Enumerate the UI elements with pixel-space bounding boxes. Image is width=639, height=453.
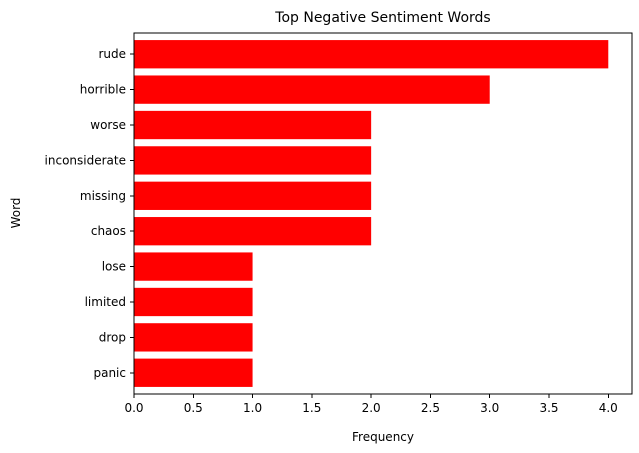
x-tick-label: 3.0 — [480, 401, 499, 415]
y-tick-label: lose — [102, 260, 126, 274]
x-tick-label: 1.5 — [302, 401, 321, 415]
bar-chaos — [134, 217, 372, 246]
bar-worse — [134, 110, 372, 140]
x-tick-label: 1.0 — [243, 401, 262, 415]
x-tick-label: 4.0 — [599, 401, 618, 415]
y-tick-label: horrible — [80, 83, 126, 97]
bar-missing — [134, 181, 372, 210]
plot-frame — [133, 32, 633, 395]
y-ticks-group: rude horrible worse inconsiderate missing cha… — [45, 47, 134, 380]
x-tick-label: 2.5 — [421, 401, 440, 415]
x-tick-label: 0.0 — [124, 401, 143, 415]
bar-panic — [134, 358, 253, 387]
y-tick-label: missing — [80, 189, 126, 203]
bar-drop — [134, 323, 253, 352]
bar-lose — [134, 252, 253, 281]
x-tick-label: 3.5 — [539, 401, 558, 415]
y-axis-label: Word — [9, 198, 23, 229]
y-tick-label: rude — [98, 47, 126, 61]
x-axis-label: Frequency — [352, 430, 414, 444]
bars-group — [134, 40, 609, 387]
y-tick-label: panic — [93, 366, 126, 380]
x-ticks-group: 0.0 0.5 1.0 1.5 2.0 2.5 3.0 3.5 4.0 — [124, 394, 618, 415]
y-tick-label: drop — [99, 330, 126, 344]
y-tick-label: inconsiderate — [45, 153, 126, 167]
bar-rude — [134, 40, 609, 69]
x-tick-label: 2.0 — [362, 401, 381, 415]
y-tick-label: worse — [90, 118, 126, 132]
bar-inconsiderate — [134, 146, 372, 175]
bar-limited — [134, 287, 253, 317]
y-tick-label: chaos — [91, 224, 126, 238]
x-tick-label: 0.5 — [184, 401, 203, 415]
bar-horrible — [134, 75, 490, 104]
y-tick-label: limited — [85, 295, 126, 309]
chart-title: Top Negative Sentiment Words — [274, 10, 490, 26]
